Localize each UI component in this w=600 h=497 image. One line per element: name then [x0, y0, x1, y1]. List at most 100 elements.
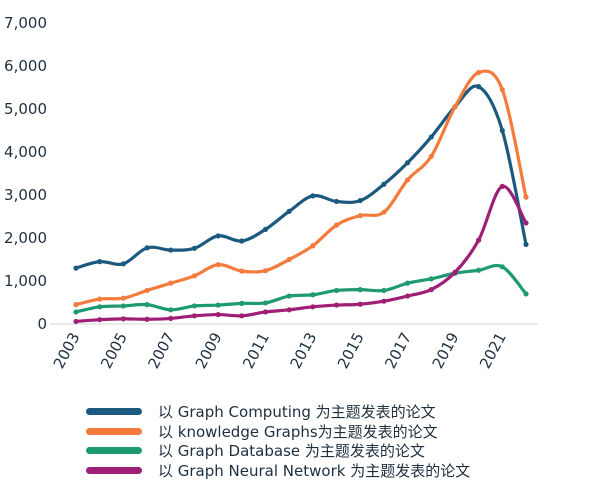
data-point: [120, 303, 126, 309]
data-point: [286, 208, 292, 214]
data-point: [428, 134, 434, 140]
series-line-2: [75, 263, 528, 314]
data-point: [404, 280, 411, 286]
series-lines: [73, 69, 529, 325]
data-point: [381, 181, 387, 187]
data-point: [499, 183, 505, 189]
data-point: [73, 302, 79, 308]
legend-swatch: [86, 466, 142, 474]
legend-item-graph-neural-network[interactable]: 以 Graph Neural Network 为主题发表的论文: [86, 461, 470, 481]
data-point: [523, 194, 529, 200]
legend-item-graph-database[interactable]: 以 Graph Database 为主题发表的论文: [86, 441, 470, 461]
data-point: [239, 313, 245, 319]
data-point: [239, 300, 245, 306]
data-point: [333, 287, 340, 294]
data-point: [357, 301, 363, 307]
data-point: [168, 280, 174, 286]
data-point: [452, 104, 458, 110]
data-point: [239, 268, 245, 274]
data-point: [239, 238, 245, 244]
data-point: [215, 311, 221, 318]
data-point: [120, 261, 126, 267]
legend-label: 以 Graph Neural Network 为主题发表的论文: [158, 461, 471, 480]
data-point: [215, 262, 221, 268]
y-tick-label: 0: [37, 315, 47, 333]
legend: 以 Graph Computing 为主题发表的论文 以 knowledge G…: [86, 402, 470, 480]
data-point: [73, 309, 79, 315]
data-point: [168, 307, 174, 313]
data-point: [333, 198, 340, 205]
data-point: [97, 259, 103, 265]
data-point: [262, 300, 269, 306]
data-point: [215, 233, 221, 239]
data-point: [310, 193, 316, 199]
y-tick-label: 5,000: [4, 100, 47, 118]
data-point: [357, 213, 363, 219]
y-tick-label: 4,000: [4, 143, 47, 161]
legend-swatch: [86, 408, 142, 416]
data-point: [404, 160, 411, 166]
legend-label: 以 Graph Database 为主题发表的论文: [158, 442, 425, 461]
y-tick-label: 1,000: [4, 272, 47, 290]
data-point: [97, 304, 103, 310]
data-point: [381, 209, 387, 215]
data-point: [404, 177, 411, 183]
data-point: [428, 287, 434, 293]
data-point: [476, 69, 482, 76]
legend-item-knowledge-graphs[interactable]: 以 knowledge Graphs为主题发表的论文: [86, 422, 470, 442]
data-point: [333, 302, 340, 308]
data-point: [476, 267, 482, 273]
data-point: [499, 264, 505, 270]
data-point: [168, 315, 174, 322]
x-axis-ticks: 2003 2005 2007 2009 2011 2013 2015 2017 2019 2021: [50, 329, 510, 371]
data-point: [215, 302, 221, 308]
data-point: [357, 287, 363, 293]
x-tick-label: 2009: [192, 329, 226, 371]
data-point: [97, 296, 103, 302]
y-tick-label: 6,000: [4, 57, 47, 75]
data-point: [191, 245, 198, 251]
data-point: [310, 292, 316, 298]
data-point: [476, 237, 482, 243]
x-tick-label: 2013: [287, 329, 321, 371]
legend-swatch: [86, 447, 142, 455]
x-tick-label: 2021: [476, 329, 510, 371]
data-point: [262, 226, 269, 232]
data-point: [191, 303, 198, 309]
legend-label: 以 knowledge Graphs为主题发表的论文: [158, 422, 438, 441]
y-axis-ticks: 0 1,000 2,000 3,000 4,000 5,000 6,000 7,000: [4, 14, 47, 333]
data-point: [523, 291, 529, 297]
data-point: [428, 153, 434, 159]
data-point: [357, 197, 363, 204]
data-point: [262, 268, 269, 274]
x-tick-label: 2017: [381, 329, 415, 371]
x-tick-label: 2005: [97, 329, 131, 371]
legend-item-graph-computing[interactable]: 以 Graph Computing 为主题发表的论文: [86, 402, 470, 422]
data-point: [73, 265, 79, 271]
data-point: [286, 307, 292, 313]
data-point: [310, 304, 316, 310]
x-tick-label: 2003: [50, 329, 84, 371]
data-point: [191, 273, 198, 279]
data-point: [168, 247, 174, 253]
data-point: [523, 241, 529, 248]
data-point: [120, 316, 126, 322]
data-point: [476, 84, 482, 90]
data-point: [404, 293, 411, 299]
legend-label: 以 Graph Computing 为主题发表的论文: [158, 403, 436, 422]
series-line-0: [75, 84, 528, 270]
data-point: [310, 243, 316, 249]
data-point: [73, 318, 79, 325]
data-point: [262, 309, 269, 315]
data-point: [381, 287, 387, 294]
data-point: [144, 302, 150, 308]
data-point: [381, 298, 387, 304]
data-point: [499, 87, 505, 93]
x-tick-label: 2007: [144, 329, 178, 371]
data-point: [499, 127, 505, 134]
data-point: [120, 295, 126, 301]
data-point: [144, 245, 150, 251]
y-tick-label: 2,000: [4, 229, 47, 247]
data-point: [286, 293, 292, 299]
x-tick-label: 2019: [429, 329, 463, 371]
